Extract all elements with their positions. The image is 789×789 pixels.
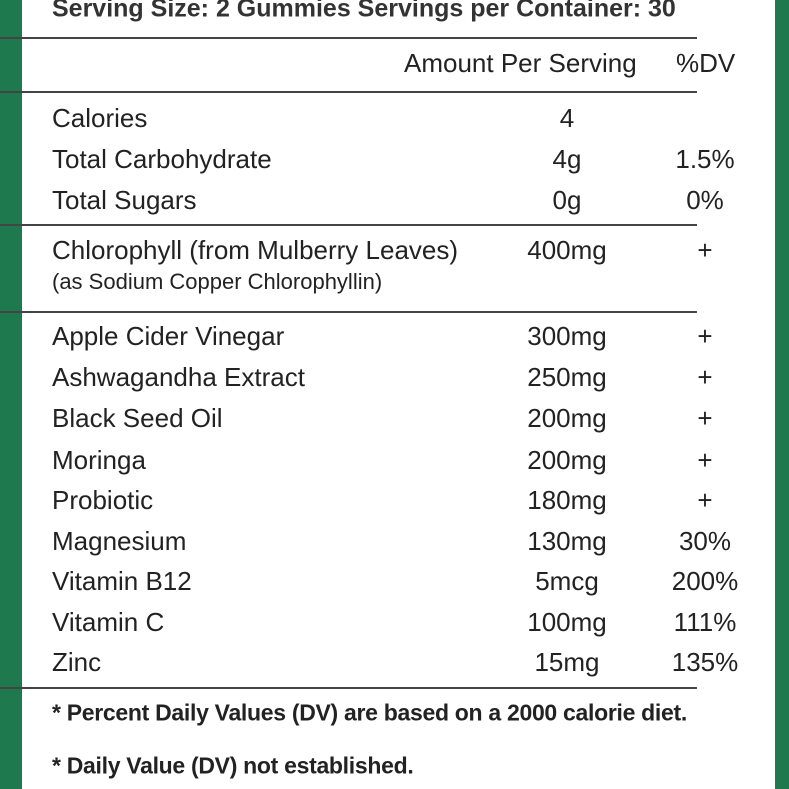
footnote: * Percent Daily Values (DV) are based on… xyxy=(52,699,687,726)
nutrient-name: Magnesium xyxy=(52,526,187,556)
amount: 130mg xyxy=(527,526,607,556)
amount: 300mg xyxy=(527,321,607,351)
amount: 200mg xyxy=(527,403,607,433)
daily-value: + xyxy=(697,362,713,392)
amount: 250mg xyxy=(527,362,607,392)
amount: 200mg xyxy=(527,445,607,475)
amount: 4g xyxy=(552,144,582,174)
nutrient-name: Moringa xyxy=(52,445,146,475)
amount-header: Amount Per Serving xyxy=(404,48,637,78)
daily-value: 111% xyxy=(673,607,737,637)
nutrient-name: Vitamin C xyxy=(52,607,165,637)
daily-value: + xyxy=(697,235,713,265)
amount: 15mg xyxy=(534,647,600,677)
label-panel xyxy=(22,0,775,789)
daily-value: 0% xyxy=(686,185,724,215)
nutrient-name: Chlorophyll (from Mulberry Leaves) xyxy=(52,235,459,265)
amount: 5mcg xyxy=(535,566,599,596)
daily-value: + xyxy=(697,321,713,351)
nutrient-name: Black Seed Oil xyxy=(52,403,223,433)
nutrient-name: Zinc xyxy=(52,647,102,677)
amount: 180mg xyxy=(527,485,607,515)
daily-value: 135% xyxy=(671,647,739,677)
nutrient-note: (as Sodium Copper Chlorophyllin) xyxy=(52,269,383,294)
nutrient-name: Total Sugars xyxy=(52,185,197,215)
nutrient-name: Ashwagandha Extract xyxy=(52,362,305,392)
daily-value: + xyxy=(697,445,713,475)
footnote: * Daily Value (DV) not established. xyxy=(52,752,414,779)
nutrient-name: Total Carbohydrate xyxy=(52,144,272,174)
daily-value: 30% xyxy=(678,526,732,556)
daily-value: + xyxy=(697,485,713,515)
daily-value: 200% xyxy=(671,566,739,596)
serving-size: Serving Size: 2 Gummies Servings per Con… xyxy=(52,0,676,23)
divider xyxy=(0,311,697,313)
divider xyxy=(0,91,697,93)
daily-value: 1.5% xyxy=(675,144,735,174)
amount: 100mg xyxy=(527,607,607,637)
nutrient-name: Apple Cider Vinegar xyxy=(52,321,285,351)
divider xyxy=(0,224,697,226)
amount: 400mg xyxy=(527,235,607,265)
nutrient-name: Probiotic xyxy=(52,485,154,515)
divider xyxy=(0,687,697,689)
nutrient-name: Calories xyxy=(52,103,148,133)
divider xyxy=(0,37,697,39)
amount: 4 xyxy=(559,103,575,133)
amount: 0g xyxy=(552,185,582,215)
dv-header: %DV xyxy=(676,48,736,78)
nutrient-name: Vitamin B12 xyxy=(52,566,192,596)
daily-value: + xyxy=(697,403,713,433)
